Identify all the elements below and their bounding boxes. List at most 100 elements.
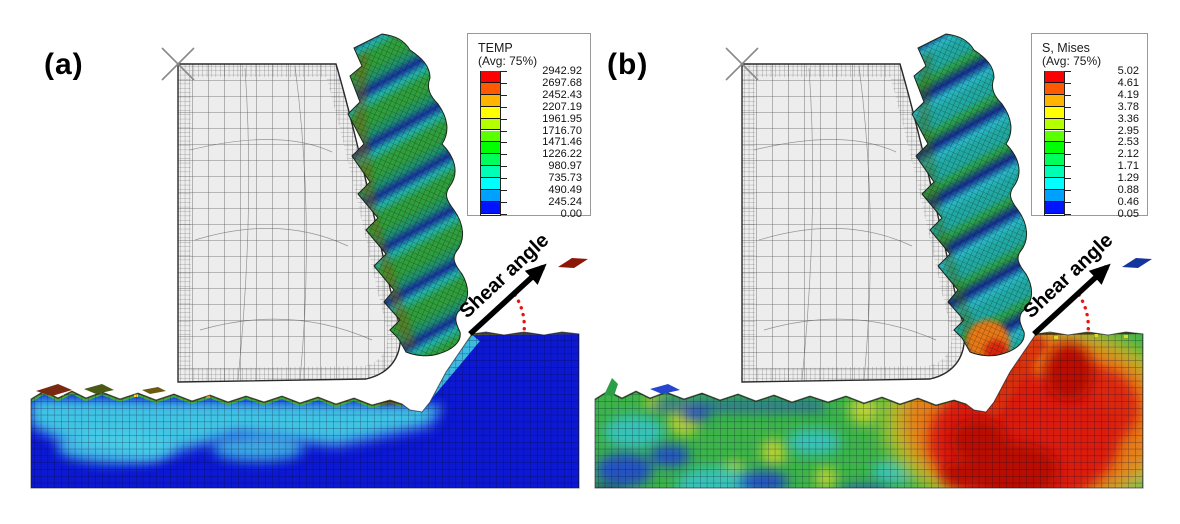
- legend-swatch: [481, 130, 500, 143]
- legend-tick: [1064, 142, 1071, 144]
- legend-tick: [500, 106, 507, 108]
- flying-debris: [558, 258, 588, 268]
- legend-value: 1.71: [1117, 160, 1139, 173]
- legend-mises: S, Mises (Avg: 75%) 5.02 4.61 4.19 3.78 3.36…: [1031, 33, 1148, 220]
- legend-value: 3.78: [1117, 100, 1139, 113]
- legend-value: 2697.68: [542, 76, 582, 89]
- shear-angle-label: Shear angle: [455, 229, 553, 322]
- legend-tick: [500, 201, 507, 203]
- legend-value: 2.12: [1117, 148, 1139, 161]
- legend-value: 4.61: [1117, 76, 1139, 89]
- legend-swatch: [1045, 178, 1064, 190]
- legend-tick: [1064, 201, 1071, 203]
- legend-value: 2207.19: [542, 100, 582, 113]
- legend-value: 0.05: [1117, 207, 1139, 220]
- legend-tick: [1064, 213, 1071, 215]
- legend-swatch: [1045, 71, 1064, 83]
- legend-tick: [1064, 178, 1071, 180]
- legend-swatch: [1045, 166, 1064, 179]
- legend-value: 0.46: [1117, 195, 1139, 208]
- legend-tick: [1064, 94, 1071, 96]
- legend-swatch: [1045, 94, 1064, 107]
- legend-tick: [500, 154, 507, 156]
- legend-swatch: [481, 71, 500, 83]
- legend-tick: [1064, 190, 1071, 191]
- legend-swatch: [481, 82, 500, 95]
- legend-value: 980.97: [548, 160, 582, 173]
- legend-tick: [1064, 130, 1071, 132]
- legend-value: 3.36: [1117, 112, 1139, 125]
- surface-debris: [604, 378, 680, 396]
- legend-swatch: [1045, 201, 1064, 214]
- flying-debris: [1122, 258, 1152, 268]
- chip-mesh-mises: [911, 33, 1033, 357]
- legend-value: 1716.70: [542, 124, 582, 137]
- legend-title: S, Mises: [1042, 41, 1090, 55]
- legend-value: 1226.22: [542, 148, 582, 161]
- shear-angle-label: Shear angle: [1019, 229, 1117, 322]
- legend-value: 0.88: [1117, 184, 1139, 196]
- panel-a-label: (a): [44, 48, 84, 81]
- chip-mesh-temp: [347, 33, 469, 357]
- legend-swatch: [481, 201, 500, 214]
- legend-value: 735.73: [548, 172, 582, 185]
- shear-angle-arrow: [468, 263, 547, 337]
- legend-swatch: [481, 142, 500, 155]
- legend-swatch: [1045, 130, 1064, 143]
- legend-swatch: [1045, 82, 1064, 95]
- legend-swatch: [1045, 190, 1064, 202]
- legend-colorbar: 2942.92 2697.68 2452.43 2207.19 1961.95 1716.…: [478, 66, 584, 219]
- legend-swatch: [481, 190, 500, 202]
- legend-swatch: [481, 166, 500, 179]
- shear-angle-annotation: Shear angle: [455, 229, 588, 337]
- legend-value: 2942.92: [542, 65, 582, 77]
- legend-subtitle: (Avg: 75%): [478, 54, 538, 68]
- legend-swatch: [481, 118, 500, 131]
- legend-tick: [500, 118, 507, 120]
- shear-angle-arc-dots: [513, 293, 526, 335]
- legend-value: 490.49: [548, 184, 582, 196]
- x-marker: [725, 47, 759, 81]
- tool-mesh: [161, 47, 402, 383]
- legend-tick: [500, 213, 507, 215]
- legend-swatch: [481, 106, 500, 119]
- legend-tick: [1064, 154, 1071, 156]
- legend-swatch: [1045, 106, 1064, 119]
- shear-angle-annotation: Shear angle: [1019, 229, 1152, 337]
- legend-tick: [1064, 106, 1071, 108]
- legend-tick: [500, 82, 507, 84]
- legend-title: TEMP: [478, 41, 513, 55]
- legend-swatch: [1045, 154, 1064, 167]
- legend-swatch: [481, 178, 500, 190]
- surface-debris: [36, 384, 166, 396]
- legend-tick: [500, 166, 507, 168]
- legend-value: 1961.95: [542, 112, 582, 125]
- panel-b-label: (b): [607, 48, 649, 81]
- legend-value: 4.19: [1117, 88, 1139, 101]
- legend-swatch: [1045, 118, 1064, 131]
- legend-swatch: [481, 154, 500, 167]
- legend-value: 245.24: [548, 195, 582, 208]
- legend-value: 2.53: [1117, 136, 1139, 149]
- legend-colorbar: 5.02 4.61 4.19 3.78 3.36 2.95 2.53 2.12 1.71 1.29…: [1042, 66, 1141, 220]
- legend-value: 1.29: [1117, 172, 1139, 185]
- legend-tick: [1064, 166, 1071, 168]
- legend-swatch: [481, 94, 500, 107]
- legend-tick: [1064, 82, 1071, 84]
- legend-tick: [500, 94, 507, 96]
- legend-value: 1471.46: [542, 136, 582, 149]
- legend-tick: [1064, 71, 1071, 72]
- legend-value: 5.02: [1117, 65, 1139, 77]
- legend-value: 2452.43: [542, 88, 582, 101]
- legend-tick: [500, 190, 507, 191]
- legend-value: 2.95: [1117, 124, 1139, 137]
- shear-angle-arc-dots: [1077, 293, 1090, 335]
- legend-tick: [1064, 118, 1071, 120]
- x-marker: [161, 47, 195, 81]
- legend-temp: TEMP (Avg: 75%) 2942.92 2697.68 2452.43 220…: [467, 33, 591, 219]
- tool-mesh: [725, 47, 966, 383]
- legend-tick: [500, 178, 507, 180]
- shear-angle-arrow: [1032, 263, 1111, 337]
